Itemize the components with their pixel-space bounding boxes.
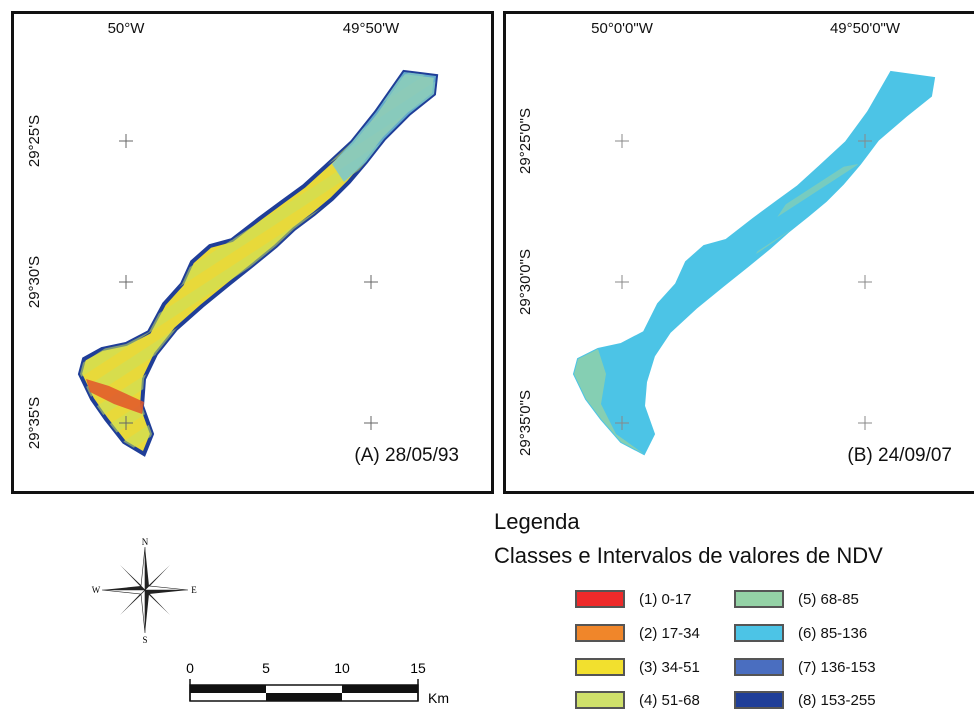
legend-swatch-7	[734, 658, 784, 676]
map-panel-b: 50°0'0"W 49°50'0"W 29°25'0"S 29°30'0"S 2…	[503, 11, 974, 494]
lat-label-a-0: 29°25'S	[26, 115, 43, 167]
lon-label-a-0: 50°W	[108, 20, 146, 37]
legend-swatch-4	[575, 691, 625, 709]
legend-item-7: (7) 136-153	[734, 656, 876, 678]
lat-label-b-1: 29°30'0"S	[517, 249, 534, 315]
legend-subtitle: Classes e Intervalos de valores de NDV	[494, 543, 883, 568]
legend-label-4: (4) 51-68	[639, 691, 700, 709]
northeast-zone-a	[332, 72, 436, 182]
legend-item-8: (8) 153-255	[734, 689, 876, 711]
map-canvas-b: 50°0'0"W 49°50'0"W 29°25'0"S 29°30'0"S 2…	[517, 20, 952, 466]
legend-label-7: (7) 136-153	[798, 658, 876, 676]
scale-tick-15: 15	[410, 660, 426, 676]
lon-label-b-1: 49°50'0"W	[830, 20, 901, 37]
lat-label-a-2: 29°35'S	[26, 397, 43, 449]
scale-tick-5: 5	[262, 660, 270, 676]
lat-label-b-0: 29°25'0"S	[517, 108, 534, 174]
compass-east-label: E	[191, 585, 197, 595]
legend-item-2: (2) 17-34	[575, 622, 700, 644]
map-panel-a: 50°W 49°50'W 29°25'S 29°30'S 29°35'S (A)…	[11, 11, 494, 494]
legend-swatch-6	[734, 624, 784, 642]
lat-label-b-2: 29°35'0"S	[517, 390, 534, 456]
legend-swatch-8	[734, 691, 784, 709]
vegetation-stripes-b	[756, 164, 858, 254]
shore-zone-b	[574, 349, 644, 454]
legend-label-3: (3) 34-51	[639, 658, 700, 676]
map-caption-a: (A) 28/05/93	[354, 445, 459, 466]
scale-tick-10: 10	[334, 660, 350, 676]
legend-swatch-2	[575, 624, 625, 642]
legend-item-5: (5) 68-85	[734, 588, 859, 610]
lagoon-shape-b	[572, 70, 936, 456]
legend-label-2: (2) 17-34	[639, 624, 700, 642]
map-caption-b: (B) 24/09/07	[847, 445, 952, 466]
lat-label-a-1: 29°30'S	[26, 256, 43, 308]
grid-crosses-a	[119, 134, 378, 430]
scale-bar: 0 5 10 15 Km	[186, 660, 449, 706]
compass-south-label: S	[142, 635, 147, 645]
scale-tick-0: 0	[186, 660, 194, 676]
legend-item-4: (4) 51-68	[575, 689, 700, 711]
legend-label-6: (6) 85-136	[798, 624, 868, 642]
map-canvas-a: 50°W 49°50'W 29°25'S 29°30'S 29°35'S (A)…	[26, 20, 459, 466]
compass-north-label: N	[142, 537, 149, 547]
legend-swatch-5	[734, 590, 784, 608]
grid-crosses-b	[615, 134, 872, 430]
legend-swatch-3	[575, 658, 625, 676]
compass-rose-icon: N S E W	[92, 537, 198, 645]
legend-item-1: (1) 0-17	[575, 588, 692, 610]
legend-label-5: (5) 68-85	[798, 590, 859, 608]
legend-swatch-1	[575, 590, 625, 608]
scale-unit: Km	[428, 690, 449, 706]
legend-label-8: (8) 153-255	[798, 691, 876, 709]
legend-title: Legenda	[494, 509, 580, 534]
lon-label-a-1: 49°50'W	[343, 20, 400, 37]
lon-label-b-0: 50°0'0"W	[591, 20, 654, 37]
legend-item-6: (6) 85-136	[734, 622, 867, 644]
compass-west-label: W	[92, 585, 101, 595]
low-ndvi-patch-a	[86, 379, 144, 414]
legend-label-1: (1) 0-17	[639, 590, 692, 608]
legend-item-3: (3) 34-51	[575, 656, 700, 678]
